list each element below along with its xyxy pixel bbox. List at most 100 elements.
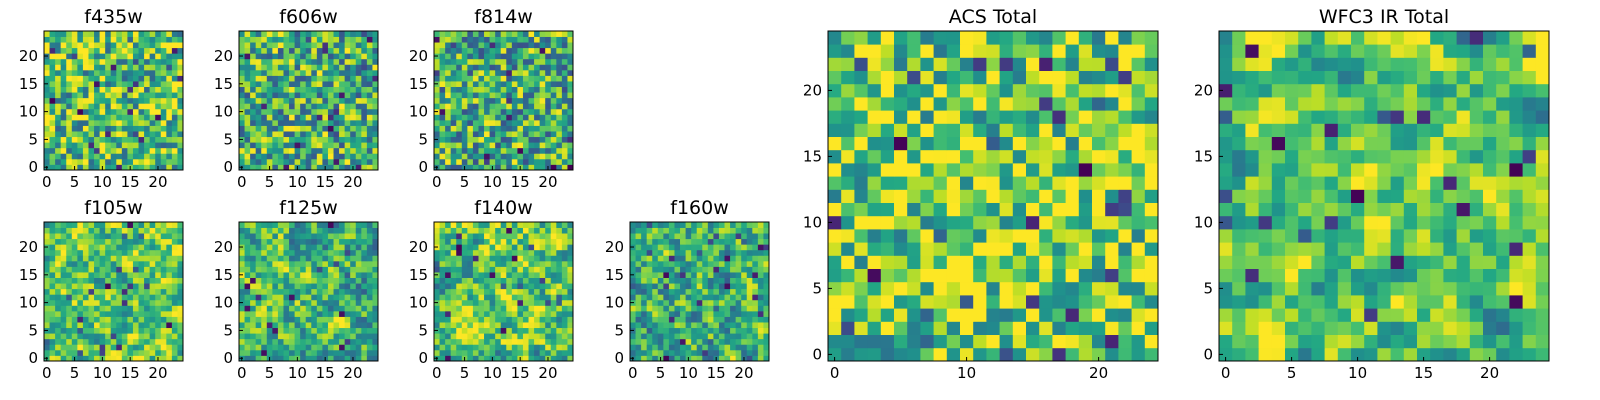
heatmap-cell — [88, 255, 95, 262]
heatmap-cell — [171, 108, 178, 115]
heatmap-cell — [986, 123, 1000, 137]
heatmap-cell — [355, 233, 362, 240]
heatmap-cell — [511, 97, 518, 104]
heatmap-cell — [127, 255, 134, 262]
heatmap-cell — [550, 238, 557, 245]
heatmap-cell — [272, 333, 279, 340]
heatmap-cell — [71, 294, 78, 301]
heatmap-cell — [244, 255, 251, 262]
heatmap-cell — [545, 136, 552, 143]
heatmap-cell — [239, 227, 245, 234]
heatmap-cell — [77, 31, 84, 37]
heatmap-cell — [138, 344, 145, 351]
heatmap-cell — [277, 125, 284, 132]
heatmap-cell — [361, 327, 368, 334]
heatmap-cell — [149, 355, 156, 362]
heatmap-cell — [707, 233, 714, 240]
x-tick-label: 20 — [148, 364, 167, 382]
heatmap-cell — [60, 272, 67, 278]
heatmap-cell — [841, 136, 855, 151]
heatmap-cell — [461, 31, 468, 37]
heatmap-cell — [461, 69, 468, 76]
heatmap-cell — [300, 42, 307, 49]
heatmap-cell — [635, 277, 642, 284]
heatmap-cell — [539, 53, 546, 60]
heatmap-cell — [327, 338, 334, 345]
heatmap-cell — [550, 114, 557, 121]
heatmap-cell — [344, 283, 351, 290]
heatmap-cell — [461, 97, 468, 104]
heatmap-cell — [1039, 163, 1053, 177]
heatmap-cell — [539, 233, 546, 240]
heatmap-cell — [333, 92, 340, 99]
heatmap-cell — [71, 249, 78, 256]
heatmap-cell — [266, 42, 273, 49]
heatmap-cell — [472, 86, 479, 93]
heatmap-cell — [545, 316, 552, 323]
heatmap-cell — [344, 316, 351, 323]
heatmap-cell — [467, 355, 474, 362]
heatmap-cell — [561, 294, 568, 301]
heatmap-cell — [372, 81, 379, 87]
heatmap-cell — [350, 283, 357, 290]
heatmap-cell — [478, 81, 485, 87]
heatmap-cell — [289, 333, 295, 340]
heatmap-cell — [49, 136, 56, 143]
heatmap-cell — [730, 338, 737, 345]
heatmap-cell — [713, 238, 720, 245]
heatmap-cell — [472, 322, 479, 329]
heatmap-cell — [66, 125, 73, 132]
heatmap-cell — [350, 227, 357, 234]
heatmap-cell — [450, 272, 457, 278]
heatmap-cell — [545, 158, 552, 165]
heatmap-cell — [696, 288, 703, 295]
heatmap-cell — [77, 125, 84, 132]
heatmap-cell — [1065, 321, 1080, 335]
heatmap-cell — [250, 260, 257, 267]
heatmap-cell — [261, 283, 268, 290]
heatmap-cell — [506, 86, 513, 93]
heatmap-cell — [467, 277, 474, 284]
heatmap-cell — [556, 310, 563, 317]
heatmap-cell — [511, 86, 518, 93]
heatmap-cell — [550, 42, 557, 49]
heatmap-cell — [121, 131, 128, 138]
heatmap-cell — [272, 53, 279, 60]
heatmap-cell — [266, 266, 273, 273]
heatmap-cell — [946, 202, 961, 217]
heatmap-cell — [506, 294, 513, 301]
heatmap-cell — [434, 249, 440, 256]
heatmap-cell — [121, 355, 128, 362]
heatmap-cell — [88, 142, 95, 149]
heatmap-cell — [434, 97, 440, 104]
heatmap-cell — [724, 322, 731, 329]
heatmap-cell — [99, 327, 106, 334]
heatmap-cell — [567, 136, 574, 143]
heatmap-cell — [946, 123, 961, 137]
heatmap-cell — [289, 244, 295, 251]
heatmap-cell — [322, 338, 329, 345]
heatmap-cell — [434, 310, 440, 317]
heatmap-cell — [685, 266, 692, 273]
heatmap-cell — [60, 164, 67, 171]
heatmap-cell — [355, 338, 362, 345]
heatmap-cell — [127, 233, 134, 240]
heatmap-cell — [366, 266, 373, 273]
heatmap-cell — [127, 305, 134, 312]
heatmap-cell — [484, 277, 490, 284]
heatmap-cell — [1012, 149, 1027, 164]
heatmap-cell — [1065, 334, 1080, 349]
heatmap-cell — [946, 308, 961, 322]
heatmap-cell — [305, 327, 312, 334]
heatmap-cell — [344, 147, 351, 154]
heatmap-cell — [55, 53, 62, 60]
heatmap-cell — [49, 81, 56, 87]
heatmap-cell — [94, 69, 100, 76]
heatmap-cell — [550, 53, 557, 60]
heatmap-cell — [66, 97, 73, 104]
heatmap-cell — [300, 58, 307, 65]
heatmap-cell — [66, 349, 73, 356]
heatmap-cell — [946, 242, 961, 256]
heatmap-cell — [528, 158, 535, 165]
